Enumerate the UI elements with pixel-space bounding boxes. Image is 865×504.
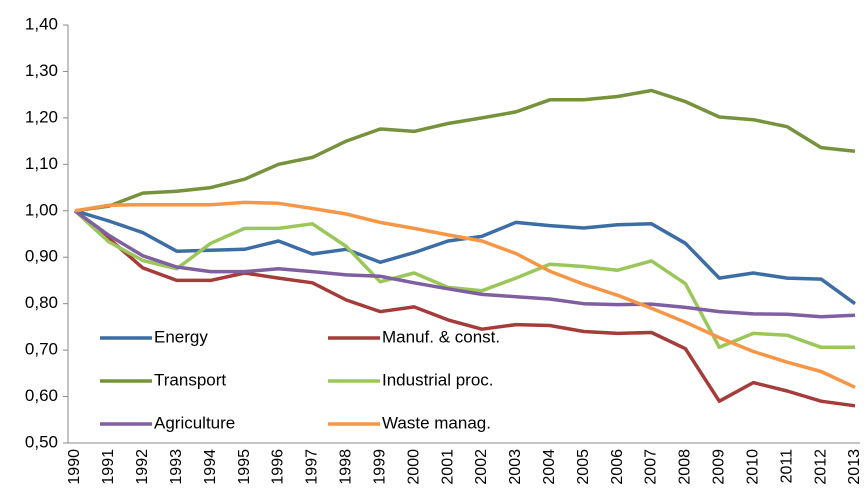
legend-label: Manuf. & const. [382,327,500,346]
y-tick-label: 0,60 [25,386,58,405]
y-tick-label: 0,80 [25,293,58,312]
series-line [74,88,856,213]
series-line [74,200,856,389]
x-tick-label: 1993 [168,449,185,485]
y-tick-label: 0,90 [25,247,58,266]
x-tick-label: 2001 [439,449,456,485]
x-tick-label: 1999 [371,449,388,485]
x-tick-label: 1990 [66,449,83,485]
x-tick-label: 1992 [134,449,151,485]
y-tick-label: 1,30 [25,61,58,80]
x-tick-label: 2010 [744,449,761,485]
x-tick-label: 1991 [100,449,117,485]
legend-label: Waste manag. [382,413,491,432]
y-tick-label: 0,70 [25,340,58,359]
x-tick-label: 1994 [202,449,219,485]
x-tick-label: 2007 [643,449,660,485]
series-line [73,209,856,408]
y-tick-label: 1,00 [25,200,58,219]
x-tick-label: 1998 [338,449,355,485]
legend-label: Transport [154,370,226,389]
x-tick-label: 2009 [711,449,728,485]
x-tick-label: 1995 [236,449,253,485]
series-line [73,209,856,319]
y-tick-label: 1,40 [25,14,58,33]
x-tick-label: 1997 [304,449,321,485]
y-tick-label: 0,50 [25,432,58,451]
x-tick-label: 2005 [575,449,592,485]
series-line [73,209,855,350]
x-tick-label: 2013 [846,449,863,485]
x-tick-label: 2000 [405,449,422,485]
y-tick-label: 1,20 [25,107,58,126]
legend-label: Agriculture [154,413,235,432]
x-tick-label: 2008 [677,449,694,485]
x-tick-label: 2002 [473,449,490,485]
x-tick-label: 2006 [609,449,626,485]
legend-label: Industrial proc. [382,370,494,389]
x-tick-label: 2011 [778,449,795,484]
legend-label: Energy [154,327,208,346]
x-tick-label: 1996 [270,449,287,485]
y-tick-label: 1,10 [25,154,58,173]
x-tick-label: 2003 [507,449,524,485]
x-tick-label: 2004 [541,449,558,485]
x-tick-label: 2012 [812,449,829,485]
